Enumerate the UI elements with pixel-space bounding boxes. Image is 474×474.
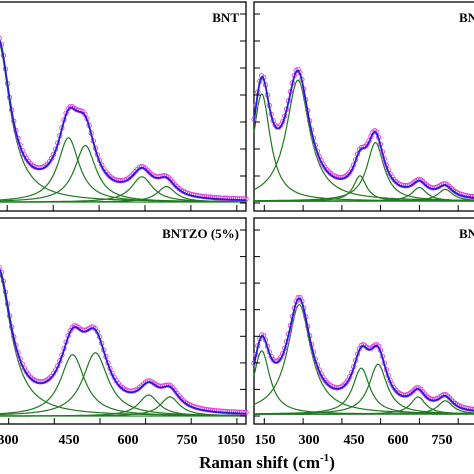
fit-curve (0, 268, 247, 415)
panel-label: BN (459, 10, 474, 25)
data-points (0, 35, 249, 202)
data-point (243, 409, 249, 416)
x-axis-title: Raman shift (cm-1) (199, 452, 335, 472)
data-point (71, 323, 78, 329)
component-peak-1 (253, 350, 474, 415)
x-tick-label: 750 (432, 433, 453, 448)
panel-bntzo-2: BN (251, 1, 474, 212)
x-tick-label: 750 (177, 433, 198, 448)
data-point (241, 196, 247, 202)
x-tick-label: 600 (118, 433, 139, 448)
data-point (241, 409, 247, 416)
component-peak-1 (0, 43, 246, 203)
data-point (0, 264, 2, 271)
data-points (251, 294, 474, 413)
panel-frame (0, 217, 247, 425)
x-tick-label: 1050 (217, 433, 245, 448)
x-tick-label: 450 (59, 433, 80, 448)
x-tick-label: 300 (299, 433, 320, 448)
component-peak-1 (0, 273, 246, 417)
x-axis-title-close: ) (329, 453, 335, 472)
x-tick-label: 300 (0, 433, 19, 448)
data-point (469, 193, 474, 200)
x-axis-title-text: Raman shift (cm (199, 453, 320, 472)
component-peak-3 (254, 175, 474, 202)
panel-label: BNT (212, 10, 239, 25)
panel-label: BN (459, 226, 474, 241)
data-point (243, 196, 249, 202)
data-point (161, 173, 168, 179)
component-peak-3 (254, 367, 474, 415)
component-peak-5 (254, 186, 474, 202)
panel-bnt: BNT (0, 1, 249, 212)
x-tick-label: 600 (388, 433, 409, 448)
data-point (0, 35, 2, 41)
panel-bntzo-5: BNTZO (5%) (0, 217, 249, 425)
x-tick-labels: 300 450 600 750 1050 150 300 450 600 750 (0, 433, 453, 448)
x-axis-title-superscript: -1 (320, 452, 329, 464)
fit-curve (253, 297, 474, 412)
x-tick-label: 150 (255, 433, 276, 448)
data-point (337, 174, 343, 181)
panel-frame (253, 217, 474, 425)
panel-frame (0, 1, 247, 212)
data-points (0, 264, 249, 416)
component-peak-5 (0, 396, 246, 417)
panel-bntzo-8: BN (251, 217, 474, 425)
data-point (469, 406, 474, 412)
data-point (471, 194, 474, 200)
component-peak-4 (0, 394, 247, 417)
component-peak-3 (0, 352, 246, 416)
fit-curve (253, 69, 474, 199)
panel-label: BNTZO (5%) (162, 226, 239, 241)
x-tick-label: 450 (344, 433, 365, 448)
fit-curve (0, 39, 246, 201)
